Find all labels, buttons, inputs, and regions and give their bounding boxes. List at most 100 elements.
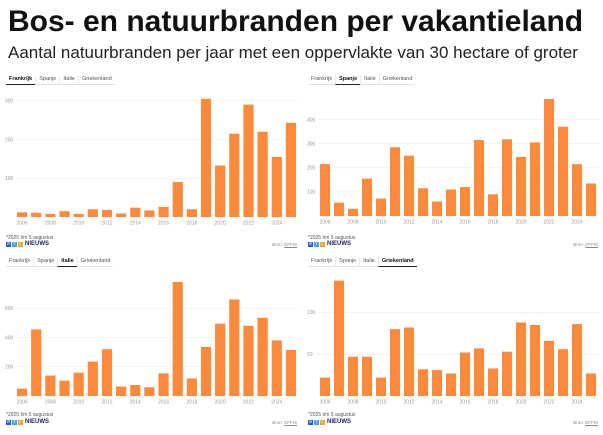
x-tick-label: 2022 xyxy=(243,221,254,227)
bar-2018 xyxy=(487,194,499,216)
bar-2023 xyxy=(257,317,268,396)
x-tick-label: 2006 xyxy=(17,221,28,227)
bar-2007 xyxy=(333,280,345,396)
y-tick-label: 400 xyxy=(5,335,14,341)
x-tick-label: 2014 xyxy=(431,400,442,406)
logo-wordmark: NIEUWS xyxy=(25,419,49,425)
tab-spanje[interactable]: Spanje xyxy=(335,75,361,85)
tab-frankrijk[interactable]: Frankrijk xyxy=(311,76,333,82)
y-tick-label: 50 xyxy=(307,352,313,358)
source-link-effis[interactable]: EFFIS xyxy=(585,242,598,247)
bar-2014 xyxy=(431,201,443,216)
bar-2016 xyxy=(158,206,169,217)
chart-panel-spanje: Frankrijk Spanje Italie Griekenland 100 2… xyxy=(305,70,601,252)
y-tick-label: 300 xyxy=(5,99,14,105)
logo-square-l: L xyxy=(320,419,325,425)
rtl-nieuws-logo: R T L NIEUWS xyxy=(6,419,49,425)
bar-2013 xyxy=(417,188,429,216)
x-tick-label: 2010 xyxy=(375,220,386,226)
bar-2009 xyxy=(59,380,70,396)
tab-italie[interactable]: Italie xyxy=(360,75,379,85)
chart-panel-italie: Frankrijk Spanje Italie Griekenland 200 4… xyxy=(3,252,300,432)
bar-2011 xyxy=(389,147,401,216)
bar-2017 xyxy=(172,281,183,396)
logo-square-l: L xyxy=(18,419,23,425)
logo-square-r: R xyxy=(308,241,313,247)
source-label: Bron: xyxy=(573,242,584,247)
logo-square-l: L xyxy=(320,241,325,247)
bar-chart-spanje: 100 200 300 400 2006 2008 2010 2012 2014 2016 2018… xyxy=(307,99,598,226)
tab-frankrijk[interactable]: Frankrijk xyxy=(6,75,36,85)
x-tick-label: 2006 xyxy=(319,220,330,226)
bar-2025 xyxy=(585,373,597,396)
tab-spanje[interactable]: Spanje xyxy=(33,257,57,267)
y-tick-label: 400 xyxy=(307,117,316,123)
x-tick-label: 2024 xyxy=(271,400,282,406)
source-link-effis[interactable]: EFFIS xyxy=(284,242,297,247)
x-tick-label: 2008 xyxy=(45,221,56,227)
bar-2006 xyxy=(319,164,331,216)
bar-2025 xyxy=(585,183,597,216)
logo-wordmark: NIEUWS xyxy=(327,241,351,247)
tab-frankrijk[interactable]: Frankrijk xyxy=(311,258,333,264)
bar-2015 xyxy=(445,373,457,396)
x-tick-label: 2018 xyxy=(186,400,197,406)
bar-2022 xyxy=(543,99,555,216)
y-tick-label: 300 xyxy=(307,141,316,147)
bar-2012 xyxy=(101,210,113,217)
bar-2017 xyxy=(473,140,485,216)
x-tick-label: 2014 xyxy=(431,220,442,226)
bar-2016 xyxy=(459,187,471,216)
x-tick-label: 2012 xyxy=(403,220,414,226)
x-tick-label: 2008 xyxy=(347,220,358,226)
tab-griekenland[interactable]: Griekenland xyxy=(76,257,114,267)
logo-square-t: T xyxy=(12,241,17,247)
tab-griekenland[interactable]: Griekenland xyxy=(78,75,115,85)
x-tick-label: 2020 xyxy=(215,221,226,227)
tab-italie[interactable]: Italie xyxy=(59,75,78,85)
tab-spanje[interactable]: Spanje xyxy=(35,75,59,85)
bar-2008 xyxy=(45,375,56,396)
bar-2021 xyxy=(529,324,541,396)
x-tick-label: 2010 xyxy=(375,400,386,406)
bar-2019 xyxy=(200,347,212,396)
tab-italie[interactable]: Italie xyxy=(57,257,77,267)
x-tick-label: 2016 xyxy=(158,221,169,227)
tab-griekenland[interactable]: Griekenland xyxy=(377,257,417,267)
x-tick-label: 2006 xyxy=(319,400,330,406)
x-tick-label: 2022 xyxy=(543,400,554,406)
x-tick-label: 2024 xyxy=(571,220,582,226)
bar-2006 xyxy=(16,388,28,396)
x-tick-label: 2024 xyxy=(271,221,282,227)
tab-italie[interactable]: Italie xyxy=(359,257,378,267)
bar-2015 xyxy=(144,387,155,396)
tab-frankrijk[interactable]: Frankrijk xyxy=(9,258,31,264)
logo-square-t: T xyxy=(314,419,319,425)
bar-2014 xyxy=(431,370,443,396)
bar-2010 xyxy=(73,213,84,217)
bar-2013 xyxy=(116,213,127,217)
y-tick-label: 600 xyxy=(5,306,14,312)
bar-2009 xyxy=(361,356,373,396)
rtl-nieuws-logo: R T L NIEUWS xyxy=(308,241,351,247)
page-subtitle: Aantal natuurbranden per jaar met een op… xyxy=(8,43,578,62)
source-link-effis[interactable]: EFFIS xyxy=(284,420,297,425)
source-link-effis[interactable]: EFFIS xyxy=(585,420,598,425)
chart-panel-frankrijk: Frankrijk Spanje Italie Griekenland 100 2… xyxy=(3,70,300,252)
x-tick-label: 2018 xyxy=(487,220,498,226)
x-tick-label: 2008 xyxy=(347,400,358,406)
y-tick-label: 100 xyxy=(5,176,14,182)
x-tick-label: 2020 xyxy=(515,220,526,226)
logo-square-r: R xyxy=(308,419,313,425)
bar-2022 xyxy=(243,325,254,396)
y-tick-label: 200 xyxy=(5,137,14,143)
x-tick-label: 2012 xyxy=(403,400,414,406)
x-tick-label: 2010 xyxy=(73,400,84,406)
source-credit: Bron: EFFIS xyxy=(272,420,297,426)
bar-2015 xyxy=(445,189,457,216)
bar-2019 xyxy=(200,98,212,217)
bar-2016 xyxy=(158,373,169,396)
tab-spanje[interactable]: Spanje xyxy=(335,257,359,267)
tab-griekenland[interactable]: Griekenland xyxy=(378,75,416,85)
chart-panel-griekenland: Frankrijk Spanje Italie Griekenland 50 10… xyxy=(305,252,601,432)
